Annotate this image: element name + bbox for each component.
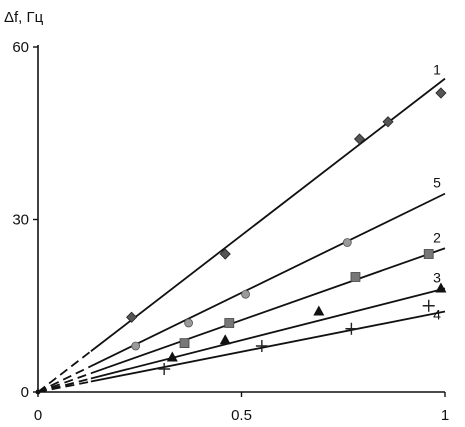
point-4-1 bbox=[255, 340, 268, 352]
point-1-3 bbox=[382, 116, 394, 128]
x-tick-label: 0.5 bbox=[231, 407, 252, 424]
markers bbox=[35, 87, 447, 395]
point-3-3 bbox=[435, 282, 447, 293]
line-label-1: 1 bbox=[433, 62, 441, 78]
y-tick-label: 30 bbox=[12, 212, 29, 229]
point-1-0 bbox=[126, 311, 138, 323]
origin-point bbox=[35, 389, 41, 395]
y-tick-label: 60 bbox=[12, 39, 29, 56]
line-label-5: 5 bbox=[433, 175, 441, 191]
line-label-2: 2 bbox=[433, 229, 441, 245]
y-axis-title: Δf, Гц bbox=[4, 9, 44, 26]
fit-line-dashed-1 bbox=[37, 350, 92, 393]
fit-line-dashed-5 bbox=[37, 365, 92, 393]
point-2-0 bbox=[179, 338, 190, 349]
point-2-3 bbox=[423, 249, 434, 259]
point-1-4 bbox=[435, 87, 447, 99]
point-2-1 bbox=[224, 318, 235, 328]
point-1-2 bbox=[353, 133, 366, 145]
point-4-0 bbox=[158, 363, 171, 375]
labels: 1 5 2 3 4 bbox=[433, 62, 441, 323]
y-tick-label: 0 bbox=[21, 384, 29, 401]
point-2-2 bbox=[350, 272, 361, 282]
fit-line-dashed-2 bbox=[37, 372, 92, 393]
fit-lines bbox=[37, 77, 446, 393]
point-3-2 bbox=[313, 305, 325, 316]
fit-line-dashed-3 bbox=[37, 377, 92, 393]
point-5-2 bbox=[241, 289, 250, 299]
axes: 0 30 60 0 0.5 1 bbox=[12, 39, 449, 424]
point-5-1 bbox=[184, 318, 193, 328]
fit-line-5 bbox=[90, 192, 446, 368]
fit-line-dashed-4 bbox=[37, 380, 92, 393]
x-tick-label: 0 bbox=[34, 407, 42, 424]
fit-line-3 bbox=[90, 287, 446, 380]
fit-line-4 bbox=[90, 310, 446, 383]
point-3-1 bbox=[219, 334, 231, 345]
x-tick-label: 1 bbox=[441, 407, 449, 424]
point-1-1 bbox=[219, 248, 231, 260]
point-5-3 bbox=[342, 238, 352, 247]
point-4-3 bbox=[422, 299, 435, 312]
point-5-0 bbox=[131, 341, 141, 351]
fit-line-2 bbox=[90, 247, 446, 375]
point-4-2 bbox=[345, 322, 358, 335]
line-label-3: 3 bbox=[433, 270, 441, 286]
point-3-0 bbox=[166, 351, 178, 362]
line-label-4: 4 bbox=[433, 307, 441, 323]
